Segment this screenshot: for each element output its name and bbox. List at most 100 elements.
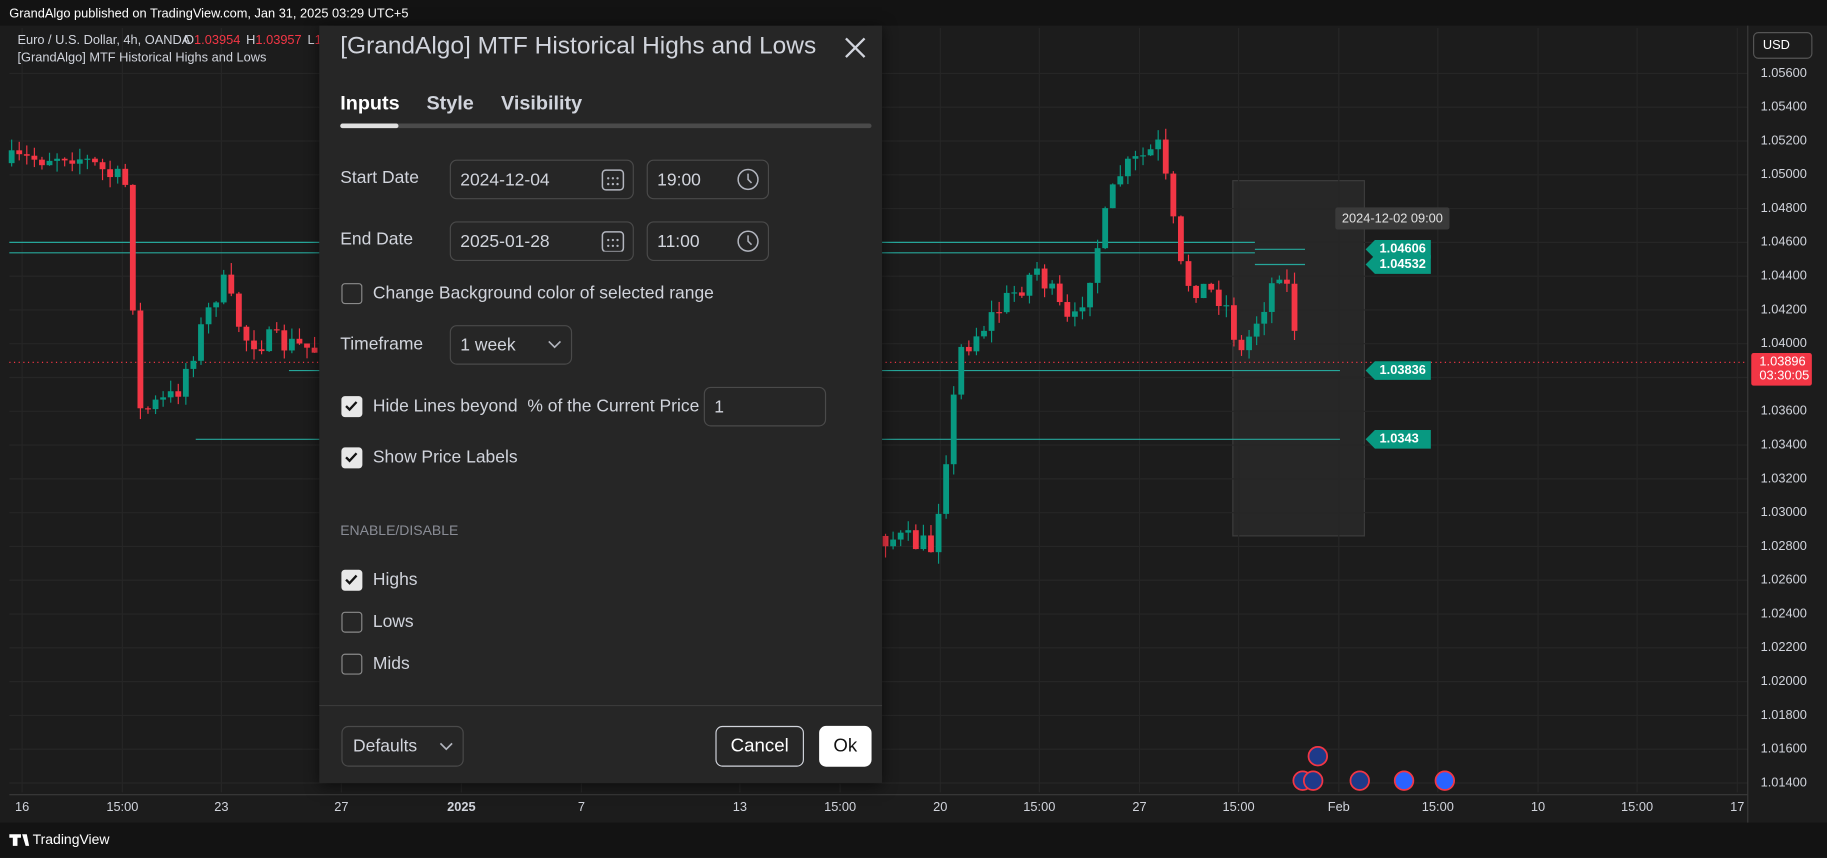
time-input[interactable]: 11:00 xyxy=(646,221,770,262)
price-label-tag xyxy=(1365,361,1431,380)
tab[interactable]: Inputs xyxy=(340,92,400,115)
candle-body xyxy=(1018,292,1025,296)
candle-body xyxy=(1147,149,1154,156)
candle-body xyxy=(190,360,197,369)
price-label-tag xyxy=(1365,429,1431,449)
candle-body xyxy=(882,535,889,547)
candle-body xyxy=(996,312,1003,314)
price-label: 1.04532 xyxy=(1380,256,1426,271)
checkbox[interactable] xyxy=(341,569,363,591)
time-input[interactable]: 19:00 xyxy=(646,159,770,200)
select-value: 1 week xyxy=(460,334,516,355)
checkbox-label: Hide Lines beyond % of the Current Price xyxy=(372,396,700,416)
candle-body xyxy=(213,302,220,308)
defaults-button[interactable]: Defaults xyxy=(341,725,464,767)
candle-body xyxy=(1079,307,1086,312)
tab[interactable]: Visibility xyxy=(501,92,583,115)
event-icon xyxy=(1307,746,1329,767)
candle-body xyxy=(107,169,114,178)
checkbox[interactable] xyxy=(341,447,363,469)
checkbox[interactable] xyxy=(341,653,363,675)
current-price: 1.03896 xyxy=(1759,354,1805,369)
time-tick-label: 15:00 xyxy=(1422,799,1454,814)
candle-body xyxy=(54,158,61,161)
event-icon xyxy=(1302,770,1324,791)
price-label-tag xyxy=(1365,255,1431,274)
candle-body xyxy=(46,160,53,166)
checkbox[interactable] xyxy=(341,283,363,305)
candle-body xyxy=(235,293,242,327)
brand: TradingView xyxy=(33,831,111,847)
price-tick-label: 1.04800 xyxy=(1761,200,1807,215)
time-tick-label: 27 xyxy=(1132,799,1146,814)
header-bar xyxy=(0,0,1827,26)
price-tick-label: 1.04600 xyxy=(1761,234,1807,249)
time-tick-label: 15:00 xyxy=(1621,799,1653,814)
candle-body xyxy=(228,274,235,294)
percent-input[interactable]: 1 xyxy=(703,386,827,427)
candle-body xyxy=(1200,283,1207,299)
time-tick-label: 15:00 xyxy=(1223,799,1255,814)
price-label: 1.03836 xyxy=(1380,362,1426,377)
checkbox[interactable] xyxy=(341,396,363,418)
button-text: Ok xyxy=(833,735,858,756)
section-title: ENABLE/DISABLE xyxy=(340,522,459,539)
candle-body xyxy=(145,408,151,410)
candle-body xyxy=(114,168,121,178)
candle-body xyxy=(167,391,174,398)
candle-body xyxy=(273,329,280,331)
candle-body xyxy=(251,340,257,350)
candle-body xyxy=(1291,283,1298,331)
candle-body xyxy=(965,346,972,352)
candle-body xyxy=(129,184,136,311)
price-tick-label: 1.04400 xyxy=(1761,268,1807,283)
candle-body xyxy=(1155,139,1162,150)
tab[interactable]: Style xyxy=(426,92,474,115)
field-label: Start Date xyxy=(340,167,419,188)
time-tick-label: 7 xyxy=(578,799,585,814)
time-tick-label: 17 xyxy=(1730,799,1744,814)
candle-body xyxy=(1071,311,1078,317)
price-label: 1.0343 xyxy=(1380,431,1419,446)
candle-body xyxy=(1109,184,1116,209)
candle-body xyxy=(1011,292,1018,294)
close-button[interactable] xyxy=(844,36,867,59)
time-tick-label: 16 xyxy=(15,799,29,814)
candle-body xyxy=(175,391,182,397)
candle-body xyxy=(160,397,167,400)
candle-body xyxy=(1185,261,1192,286)
candle-body xyxy=(1026,274,1033,296)
price-tick-label: 1.03000 xyxy=(1761,504,1807,519)
brand-logo xyxy=(9,834,30,846)
footer-bar xyxy=(0,822,1827,858)
input-value: 1 xyxy=(714,396,724,417)
candle-body xyxy=(243,326,250,341)
date-input[interactable]: 2024-12-04 xyxy=(449,159,634,200)
candle-body xyxy=(266,329,273,352)
event-icon xyxy=(1434,770,1456,791)
ohlc-value: 1.03957 xyxy=(255,32,301,47)
tooltip-text: 2024-12-02 09:00 xyxy=(1342,210,1443,225)
time-tick-label: 2025 xyxy=(447,799,475,814)
cancel-button[interactable]: Cancel xyxy=(715,725,804,767)
candle-body xyxy=(935,513,942,553)
date-input[interactable]: 2025-01-28 xyxy=(449,221,634,262)
candle-body xyxy=(1041,268,1048,289)
candle-body xyxy=(296,338,303,344)
candle-body xyxy=(39,159,45,166)
candle-body xyxy=(920,535,927,550)
button-text: Defaults xyxy=(353,736,418,757)
timeframe-select[interactable]: 1 week xyxy=(449,325,573,365)
checkbox[interactable] xyxy=(341,611,363,633)
price-tick-label: 1.02400 xyxy=(1761,605,1807,620)
symbol: Euro / U.S. Dollar, 4h, OANDA xyxy=(17,32,190,47)
price-tick-label: 1.05200 xyxy=(1761,132,1807,147)
price-tick-label: 1.05600 xyxy=(1761,65,1807,80)
candle-body xyxy=(973,336,980,352)
footer-divider xyxy=(319,704,883,707)
ok-button[interactable]: Ok xyxy=(819,725,872,767)
candle-body xyxy=(928,535,934,553)
price-tick-label: 1.01400 xyxy=(1761,774,1807,789)
